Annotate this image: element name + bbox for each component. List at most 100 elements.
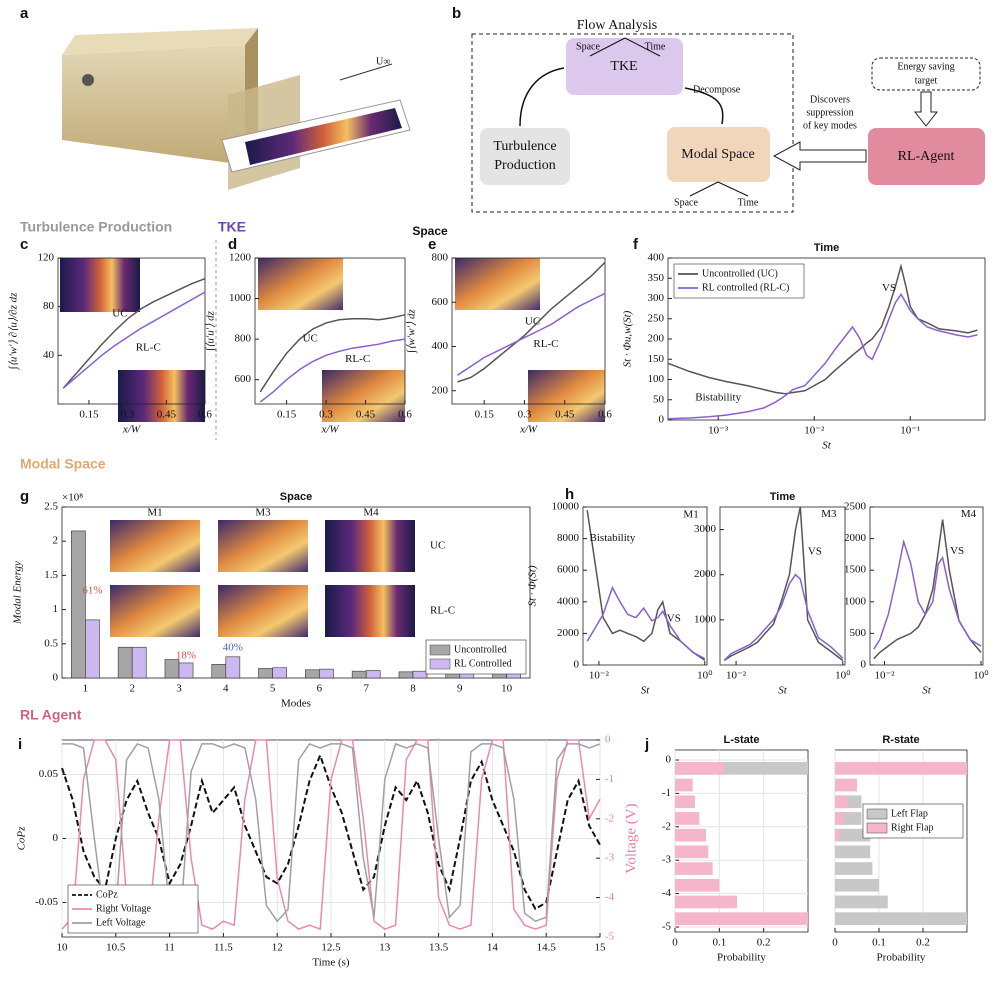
annotation: Bistability — [590, 532, 636, 544]
node-label: target — [915, 75, 938, 86]
bar — [835, 912, 967, 925]
y-tick-label: 500 — [850, 627, 867, 639]
x-tick-label: 5 — [270, 683, 276, 695]
edge-label: Decompose — [693, 84, 741, 95]
y2-tick-label: 0 — [605, 734, 611, 746]
bar — [131, 646, 147, 679]
x-tick-label: 12.5 — [321, 942, 341, 954]
annotation: UC — [303, 333, 318, 345]
x-tick-label: 0.6 — [398, 409, 412, 421]
legend-label: Uncontrolled (UC) — [702, 268, 778, 279]
x-tick-label: 0.15 — [475, 409, 495, 421]
bar — [71, 530, 86, 679]
series-line — [457, 261, 606, 383]
series-line — [586, 510, 706, 661]
x-tick-label: 8 — [410, 683, 416, 695]
annotation: M3 — [821, 508, 837, 520]
series-line — [723, 506, 844, 662]
bar — [365, 670, 381, 679]
panel-label: e — [428, 236, 436, 253]
x-tick-label: 10⁻² — [804, 425, 825, 437]
y-tick-label: 1 — [53, 603, 59, 615]
bar — [675, 828, 707, 842]
y2-tick-label: -3 — [605, 852, 615, 864]
annotation: Bistability — [695, 391, 741, 403]
y-axis-label: St · Φu,w(St) — [622, 310, 634, 367]
edge-label: Discovers — [810, 94, 850, 105]
axes-frame — [57, 257, 206, 405]
y-tick-label: 0 — [666, 754, 672, 766]
bar — [211, 664, 227, 679]
annotation: VS — [882, 282, 896, 294]
series-line — [873, 538, 982, 650]
bar — [835, 762, 967, 775]
legend-label: CoPz — [96, 889, 118, 900]
panel-label: j — [644, 736, 649, 753]
annotation: M1 — [683, 508, 698, 520]
series-line — [62, 291, 206, 389]
x-tick-label: 1 — [83, 683, 89, 695]
x-axis-label: x/W — [122, 424, 141, 436]
y-tick-label: 1000 — [229, 292, 252, 304]
x-tick-label: 13.5 — [429, 942, 449, 954]
y-tick-label: 100 — [648, 373, 665, 385]
section-heading: Modal Space — [20, 456, 106, 472]
bar — [835, 828, 840, 842]
bar — [412, 670, 428, 679]
chart-title: Time — [770, 491, 795, 503]
panel-label: c — [20, 236, 28, 253]
x-tick-label: 10⁻² — [874, 670, 895, 682]
series-line — [723, 573, 844, 662]
x-axis-label: St — [778, 685, 788, 697]
legend-label: Uncontrolled — [454, 644, 507, 655]
legend-swatch — [429, 644, 451, 656]
x-tick-label: 10⁰ — [697, 670, 713, 682]
x-tick-label: 2 — [129, 683, 135, 695]
legend-label: Left Flap — [891, 808, 928, 819]
x-tick-label: 0.45 — [157, 409, 177, 421]
y-axis-label: ∫⟨u′u′⟩ dz — [205, 310, 217, 352]
axes-frame — [719, 506, 846, 666]
x-tick-label: 0 — [832, 937, 838, 949]
y-tick-label: 8000 — [557, 532, 580, 544]
bar — [835, 845, 871, 859]
annotation: M4 — [961, 508, 977, 520]
x-tick-label: 10⁻¹ — [900, 425, 920, 437]
inset-label: RL-C — [430, 605, 455, 617]
annotation: VS — [667, 613, 681, 625]
y-axis-label: St · Φ(St) — [527, 565, 539, 606]
axes-frame — [61, 506, 531, 679]
node-label: Turbulence — [493, 139, 556, 154]
inset-label: UC — [430, 540, 445, 552]
annotation: VS — [950, 545, 964, 557]
chart-title: R-state — [882, 734, 919, 746]
section-heading: Turbulence Production — [20, 219, 172, 235]
axes-frame — [254, 257, 406, 405]
y-tick-label: 120 — [38, 252, 55, 264]
x-tick-label: 9 — [457, 683, 463, 695]
inset-label: U∞ — [548, 260, 562, 271]
y-tick-label: 1200 — [229, 252, 252, 264]
chart-title: L-state — [723, 734, 759, 746]
y-tick-label: 400 — [648, 252, 665, 264]
x-tick-label: 10⁰ — [835, 670, 851, 682]
inset-label: M4 — [363, 507, 379, 519]
y-tick-label: 350 — [648, 272, 665, 284]
y2-tick-label: -5 — [605, 931, 615, 943]
y-tick-label: 0 — [861, 659, 867, 671]
y-axis-label: Modal Energy — [12, 561, 24, 625]
series-line — [586, 585, 706, 660]
diagram — [471, 33, 985, 213]
bar — [117, 646, 133, 679]
x-tick-label: 6 — [317, 683, 323, 695]
y-tick-label: 4000 — [557, 595, 580, 607]
axis-multiplier: ×10⁸ — [62, 492, 83, 504]
bar — [835, 795, 849, 809]
y-tick-label: 0 — [53, 672, 59, 684]
y-tick-label: 0 — [53, 832, 59, 844]
bar — [835, 812, 844, 825]
y-tick-label: 0 — [574, 659, 580, 671]
bar — [835, 895, 888, 909]
bar — [835, 862, 873, 875]
y2-tick-label: -4 — [605, 891, 615, 903]
